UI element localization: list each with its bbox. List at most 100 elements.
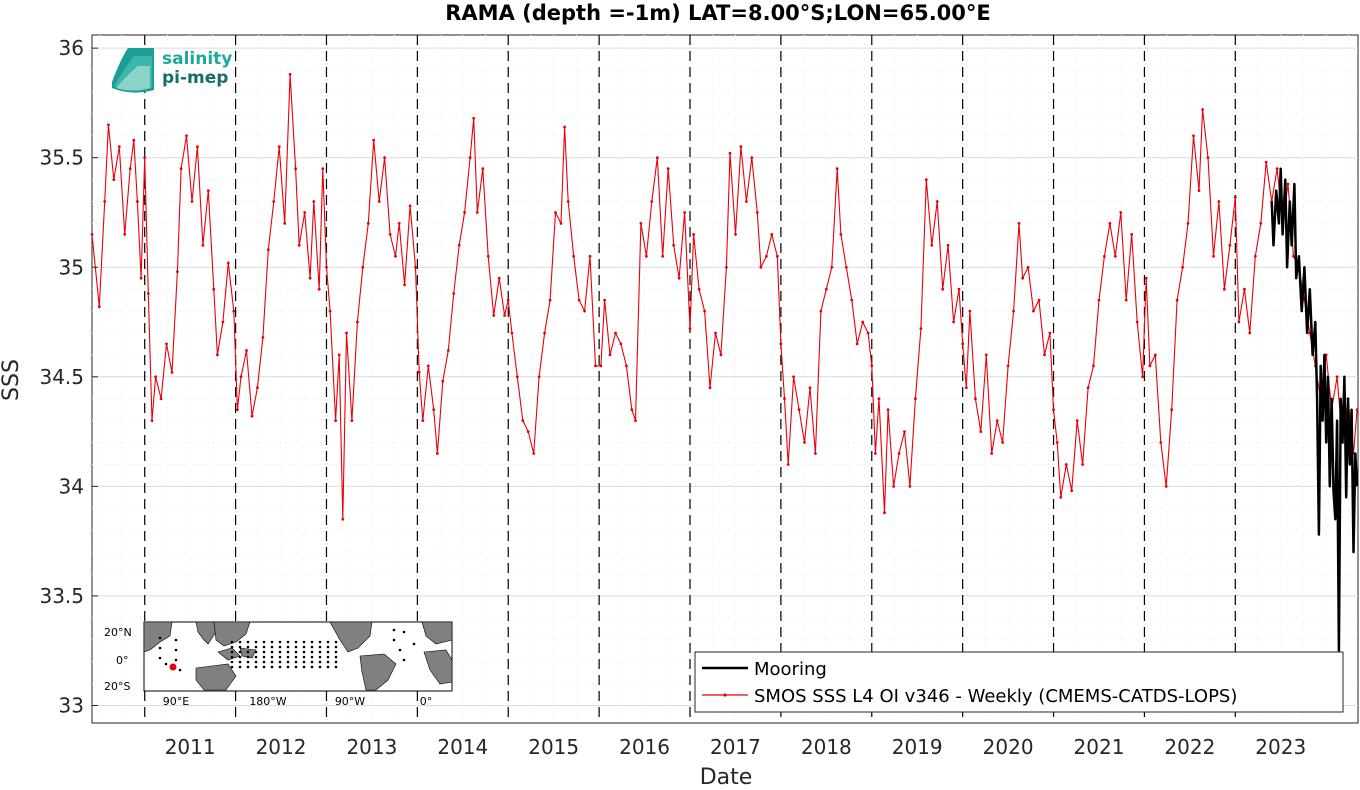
smos-data-point bbox=[283, 222, 287, 225]
inset-station-dot bbox=[318, 645, 322, 649]
inset-station-dot bbox=[254, 640, 258, 644]
smos-data-point bbox=[232, 309, 236, 313]
smos-data-point bbox=[850, 298, 854, 302]
smos-data-point bbox=[919, 327, 923, 330]
smos-data-point bbox=[154, 375, 158, 379]
smos-data-point bbox=[179, 167, 183, 171]
smos-data-point bbox=[526, 430, 530, 433]
smos-data-point bbox=[1206, 156, 1210, 160]
inset-station-dot bbox=[158, 636, 162, 640]
smos-data-point bbox=[463, 211, 466, 214]
smos-data-point bbox=[468, 156, 472, 160]
smos-data-point bbox=[472, 116, 476, 120]
inset-map-ocean bbox=[143, 621, 453, 692]
smos-data-point bbox=[639, 222, 643, 225]
smos-data-point bbox=[1201, 108, 1204, 111]
smos-data-point bbox=[708, 386, 712, 390]
smos-data-point bbox=[719, 353, 723, 357]
smos-data-point bbox=[1181, 265, 1184, 269]
smos-data-point bbox=[692, 233, 695, 236]
inset-station-dot bbox=[318, 640, 322, 644]
y-tick-label: 33 bbox=[59, 693, 84, 717]
smos-data-point bbox=[808, 386, 812, 390]
smos-data-point bbox=[739, 145, 743, 149]
smos-data-point bbox=[432, 408, 436, 412]
smos-data-point bbox=[588, 254, 592, 258]
smos-data-point bbox=[1130, 233, 1134, 236]
inset-station-dot bbox=[286, 650, 290, 654]
smos-data-point bbox=[112, 178, 116, 182]
inset-land-shape bbox=[195, 663, 237, 691]
smos-data-point bbox=[1217, 200, 1221, 203]
smos-data-point bbox=[759, 265, 763, 269]
inset-station-dot bbox=[164, 662, 168, 666]
smos-data-point bbox=[303, 211, 307, 214]
inset-station-dot bbox=[270, 650, 274, 654]
inset-station-dot bbox=[294, 655, 298, 659]
inset-station-dot bbox=[286, 640, 290, 644]
smos-data-point bbox=[128, 167, 132, 171]
y-tick-label: 36 bbox=[59, 36, 84, 60]
smos-data-point bbox=[1059, 495, 1063, 499]
logo-text-salinity: salinity bbox=[162, 49, 232, 69]
inset-station-dot bbox=[402, 658, 406, 662]
inset-station-dot bbox=[238, 645, 242, 649]
smos-data-point bbox=[521, 419, 525, 422]
smos-data-point bbox=[1064, 463, 1068, 466]
smos-data-point bbox=[1108, 222, 1112, 225]
smos-data-point bbox=[103, 200, 107, 203]
inset-land-shape bbox=[213, 621, 251, 647]
x-tick-label: 2013 bbox=[346, 735, 397, 759]
smos-data-point bbox=[750, 156, 754, 160]
inset-station-dot bbox=[318, 650, 322, 654]
smos-data-point bbox=[1237, 320, 1241, 324]
inset-station-dot bbox=[270, 655, 274, 659]
inset-map-stations bbox=[158, 628, 416, 672]
smos-data-point bbox=[803, 441, 806, 444]
smos-data-point bbox=[572, 254, 576, 258]
inset-station-dot bbox=[398, 648, 402, 652]
smos-data-point bbox=[677, 276, 681, 280]
inset-station-dot bbox=[286, 660, 290, 664]
smos-data-point bbox=[245, 349, 248, 352]
smos-data-point bbox=[883, 511, 886, 515]
smos-data-point bbox=[688, 327, 692, 330]
y-tick-label: 34.5 bbox=[39, 365, 84, 389]
y-tick-labels: 33 33.5 34 34.5 35 35.5 36 bbox=[39, 36, 98, 717]
smos-data-point bbox=[366, 222, 370, 225]
inset-station-dot bbox=[294, 650, 298, 654]
smos-data-point bbox=[614, 331, 617, 335]
smos-data-point bbox=[1043, 353, 1046, 357]
inset-station-dot bbox=[270, 660, 274, 664]
smos-data-point bbox=[1292, 254, 1295, 258]
smos-data-point bbox=[486, 254, 490, 258]
smos-data-point bbox=[625, 364, 628, 368]
smos-data-point bbox=[814, 452, 817, 455]
inset-station-dot bbox=[174, 658, 178, 662]
inset-station-dot bbox=[278, 665, 282, 669]
smos-data-point bbox=[345, 331, 348, 335]
inset-station-dot bbox=[302, 655, 306, 659]
smos-data-point bbox=[1144, 276, 1148, 280]
smos-data-point bbox=[1048, 331, 1052, 335]
smos-data-point bbox=[725, 265, 728, 269]
inset-land-shape bbox=[423, 649, 453, 685]
inset-station-dot bbox=[270, 665, 274, 669]
smos-data-point bbox=[446, 349, 450, 352]
smos-data-point bbox=[655, 156, 659, 160]
smos-data-point bbox=[765, 254, 768, 258]
smos-data-point bbox=[1148, 364, 1152, 368]
smos-data-point bbox=[436, 452, 439, 455]
inset-station-dot bbox=[326, 650, 330, 654]
smos-data-point bbox=[1097, 298, 1101, 302]
smos-data-point bbox=[1170, 408, 1174, 412]
inset-land-shape bbox=[143, 621, 173, 653]
inset-station-dot bbox=[158, 646, 162, 650]
smos-data-point bbox=[1275, 167, 1279, 171]
smos-data-point bbox=[506, 298, 510, 302]
smos-data-point bbox=[510, 331, 514, 335]
smos-data-point bbox=[250, 414, 254, 418]
smos-data-point bbox=[1286, 182, 1290, 186]
smos-data-point bbox=[1037, 298, 1041, 302]
inset-station-dot bbox=[334, 665, 338, 669]
